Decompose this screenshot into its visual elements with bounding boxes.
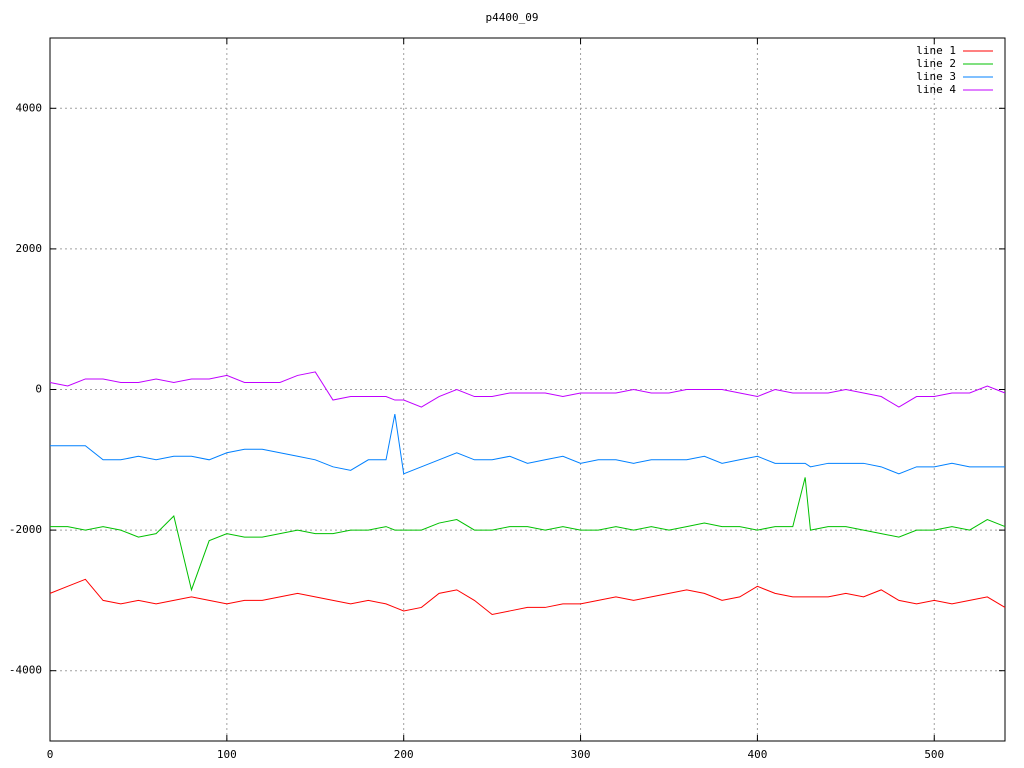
x-tick-label: 300 (571, 748, 591, 761)
legend-label: line 4 (916, 83, 956, 96)
y-tick-label: 0 (35, 383, 42, 396)
legend-label: line 1 (916, 44, 956, 57)
x-tick-label: 200 (394, 748, 414, 761)
plot-frame (49, 37, 1006, 742)
x-tick-label: 400 (747, 748, 767, 761)
x-tick-label: 0 (47, 748, 54, 761)
y-tick-label: 4000 (16, 101, 43, 114)
data-line (50, 414, 1005, 475)
legend-label: line 2 (916, 57, 956, 70)
data-line (49, 578, 1006, 615)
data-line (49, 371, 1006, 408)
legend-label: line 3 (916, 70, 956, 83)
y-tick-label: 2000 (16, 242, 43, 255)
y-tick-label: -4000 (9, 664, 42, 677)
chart-title: p4400_09 (486, 11, 539, 24)
x-tick-label: 100 (217, 748, 237, 761)
y-tick-label: -2000 (9, 523, 42, 536)
data-line (50, 477, 1006, 592)
x-tick-label: 500 (924, 748, 944, 761)
